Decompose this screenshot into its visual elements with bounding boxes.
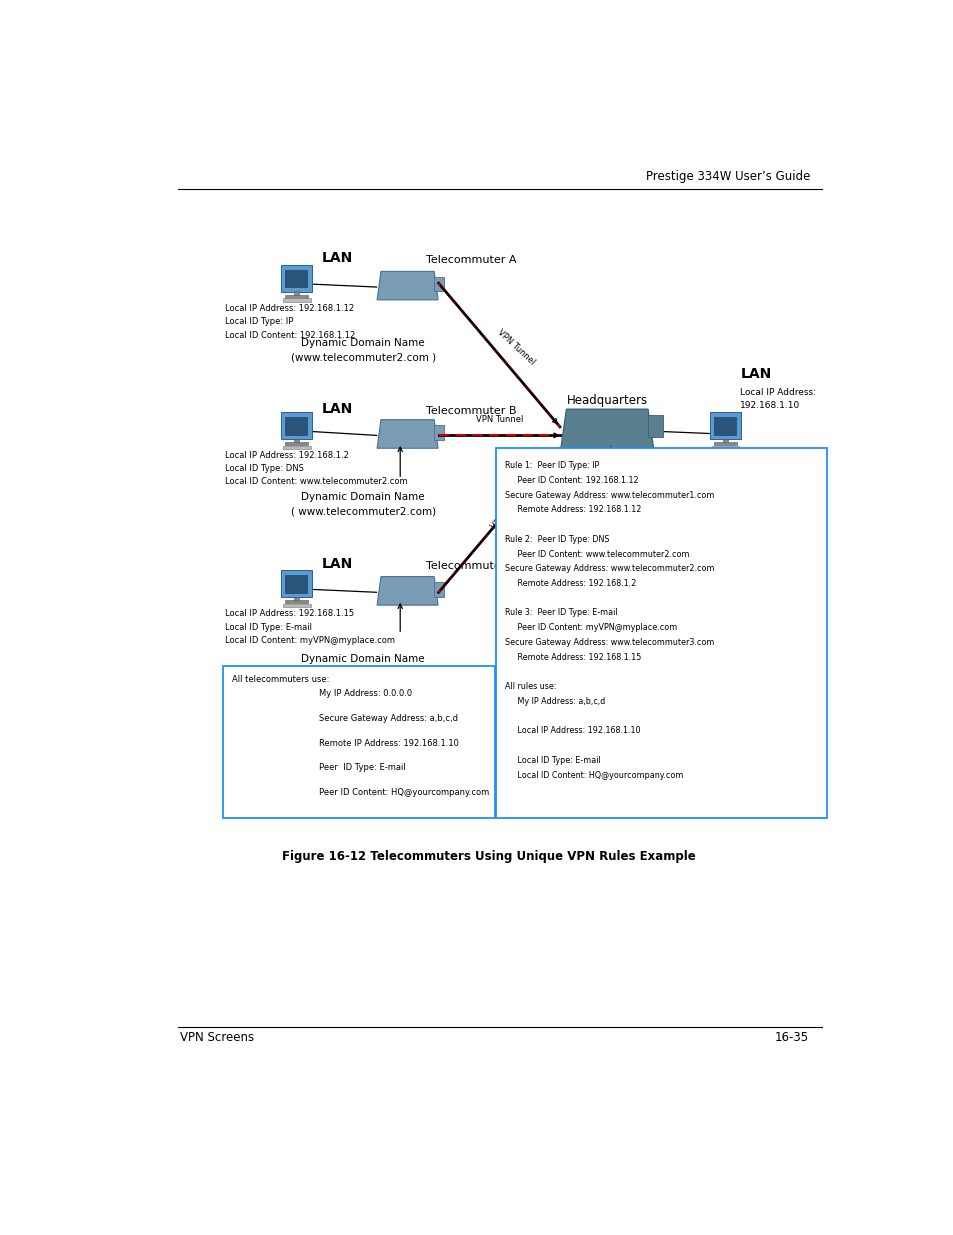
Text: Remote Address: 192.168.1.2: Remote Address: 192.168.1.2 bbox=[505, 579, 636, 588]
Text: All rules use:: All rules use: bbox=[505, 682, 557, 692]
Text: Local IP Address: 192.168.1.10: Local IP Address: 192.168.1.10 bbox=[505, 726, 640, 735]
Polygon shape bbox=[434, 425, 443, 440]
Text: Remote Address: 192.168.1.15: Remote Address: 192.168.1.15 bbox=[505, 652, 641, 662]
Bar bbox=[281, 412, 312, 440]
Bar bbox=[282, 446, 311, 450]
Text: Local IP Address:
192.168.1.10: Local IP Address: 192.168.1.10 bbox=[740, 388, 816, 410]
Text: Secure Gateway Address: a,b,c,d: Secure Gateway Address: a,b,c,d bbox=[318, 714, 457, 722]
Text: Dynamic Domain Name
(www.telecommuter2.com ): Dynamic Domain Name (www.telecommuter2.c… bbox=[291, 338, 436, 362]
Text: Rule 2:  Peer ID Type: DNS: Rule 2: Peer ID Type: DNS bbox=[505, 535, 609, 543]
Bar bbox=[281, 571, 312, 598]
FancyBboxPatch shape bbox=[496, 448, 826, 818]
Text: LAN: LAN bbox=[740, 367, 771, 382]
Text: Peer ID Content: www.telecommuter2.com: Peer ID Content: www.telecommuter2.com bbox=[505, 550, 689, 558]
Text: Telecommuter C: Telecommuter C bbox=[426, 562, 517, 572]
Text: Secure Gateway Address: www.telecommuter3.com: Secure Gateway Address: www.telecommuter… bbox=[505, 638, 714, 647]
Text: My IP Address: 0.0.0.0: My IP Address: 0.0.0.0 bbox=[318, 689, 412, 698]
Text: Local ID Content: HQ@yourcompany.com: Local ID Content: HQ@yourcompany.com bbox=[505, 771, 683, 779]
Text: Secure Gateway Address: www.telecommuter1.com: Secure Gateway Address: www.telecommuter… bbox=[505, 490, 714, 499]
Bar bbox=[722, 438, 727, 443]
Text: Remote IP Address: 192.168.1.10: Remote IP Address: 192.168.1.10 bbox=[318, 739, 458, 747]
Bar bbox=[713, 442, 737, 445]
Text: Rule 1:  Peer ID Type: IP: Rule 1: Peer ID Type: IP bbox=[505, 461, 598, 471]
Text: Local IP Address: 192.168.1.12
Local ID Type: IP
Local ID Content: 192.168.1.12: Local IP Address: 192.168.1.12 Local ID … bbox=[225, 304, 355, 340]
Text: My IP Address: a,b,c,d: My IP Address: a,b,c,d bbox=[505, 697, 605, 706]
Text: Dynamic Domain Name
( www.telecommuter2.com): Dynamic Domain Name ( www.telecommuter2.… bbox=[291, 493, 436, 516]
Text: 16-35: 16-35 bbox=[774, 1031, 807, 1044]
Text: Dynamic Domain Name
(www.telecommuter3.com): Dynamic Domain Name (www.telecommuter3.c… bbox=[292, 655, 434, 678]
FancyBboxPatch shape bbox=[223, 667, 495, 818]
Text: Rule 3:  Peer ID Type: E-mail: Rule 3: Peer ID Type: E-mail bbox=[505, 609, 618, 618]
Text: Static public IP address (a,b,c,d): Static public IP address (a,b,c,d) bbox=[524, 496, 684, 506]
Text: Local IP Address: 192.168.1.15
Local ID Type: E-mail
Local ID Content: myVPN@myp: Local IP Address: 192.168.1.15 Local ID … bbox=[225, 609, 395, 645]
Text: Local IP Address: 192.168.1.2
Local ID Type: DNS
Local ID Content: www.telecommu: Local IP Address: 192.168.1.2 Local ID T… bbox=[225, 451, 407, 487]
Text: LAN: LAN bbox=[321, 251, 353, 266]
Text: Peer ID Content: 192.168.1.12: Peer ID Content: 192.168.1.12 bbox=[505, 475, 639, 485]
Polygon shape bbox=[376, 272, 437, 300]
Text: Telecommuter A: Telecommuter A bbox=[426, 256, 516, 266]
Bar bbox=[282, 299, 311, 303]
Bar bbox=[711, 446, 739, 450]
Bar bbox=[709, 412, 740, 440]
Polygon shape bbox=[434, 583, 443, 597]
Polygon shape bbox=[559, 409, 654, 451]
Text: Peer ID Content: HQ@yourcompany.com: Peer ID Content: HQ@yourcompany.com bbox=[318, 788, 489, 797]
Text: Peer ID Content: myVPN@myplace.com: Peer ID Content: myVPN@myplace.com bbox=[505, 624, 677, 632]
Bar bbox=[285, 417, 308, 436]
Text: All telecommuters use:: All telecommuters use: bbox=[232, 676, 329, 684]
Bar bbox=[285, 295, 308, 298]
Bar bbox=[285, 600, 308, 603]
Text: VPN Screens: VPN Screens bbox=[180, 1031, 253, 1044]
Bar bbox=[282, 604, 311, 608]
Text: Figure 16-12 Telecommuters Using Unique VPN Rules Example: Figure 16-12 Telecommuters Using Unique … bbox=[282, 850, 695, 863]
Text: Remote Address: 192.168.1.12: Remote Address: 192.168.1.12 bbox=[505, 505, 641, 514]
Polygon shape bbox=[647, 415, 662, 437]
Text: Secure Gateway Address: www.telecommuter2.com: Secure Gateway Address: www.telecommuter… bbox=[505, 564, 714, 573]
Text: Local ID Type: E-mail: Local ID Type: E-mail bbox=[505, 756, 600, 764]
Text: LAN: LAN bbox=[321, 403, 353, 416]
Polygon shape bbox=[434, 277, 443, 291]
Bar bbox=[294, 438, 299, 443]
Text: Headquarters: Headquarters bbox=[566, 394, 647, 406]
Bar bbox=[713, 417, 737, 436]
Bar bbox=[294, 597, 299, 601]
Bar bbox=[285, 269, 308, 288]
Text: LAN: LAN bbox=[321, 557, 353, 572]
Text: Prestige 334W User’s Guide: Prestige 334W User’s Guide bbox=[645, 170, 810, 183]
Text: VPN Tunnel: VPN Tunnel bbox=[495, 327, 536, 367]
Polygon shape bbox=[376, 577, 437, 605]
Text: VPN Tunnel: VPN Tunnel bbox=[489, 493, 530, 532]
Bar bbox=[294, 291, 299, 295]
Text: Peer  ID Type: E-mail: Peer ID Type: E-mail bbox=[318, 763, 405, 772]
Bar bbox=[281, 264, 312, 291]
Bar bbox=[285, 574, 308, 594]
Bar bbox=[285, 442, 308, 445]
Text: VPN Tunnel: VPN Tunnel bbox=[476, 415, 522, 424]
Polygon shape bbox=[376, 420, 437, 448]
Text: Telecommuter B: Telecommuter B bbox=[426, 406, 516, 416]
